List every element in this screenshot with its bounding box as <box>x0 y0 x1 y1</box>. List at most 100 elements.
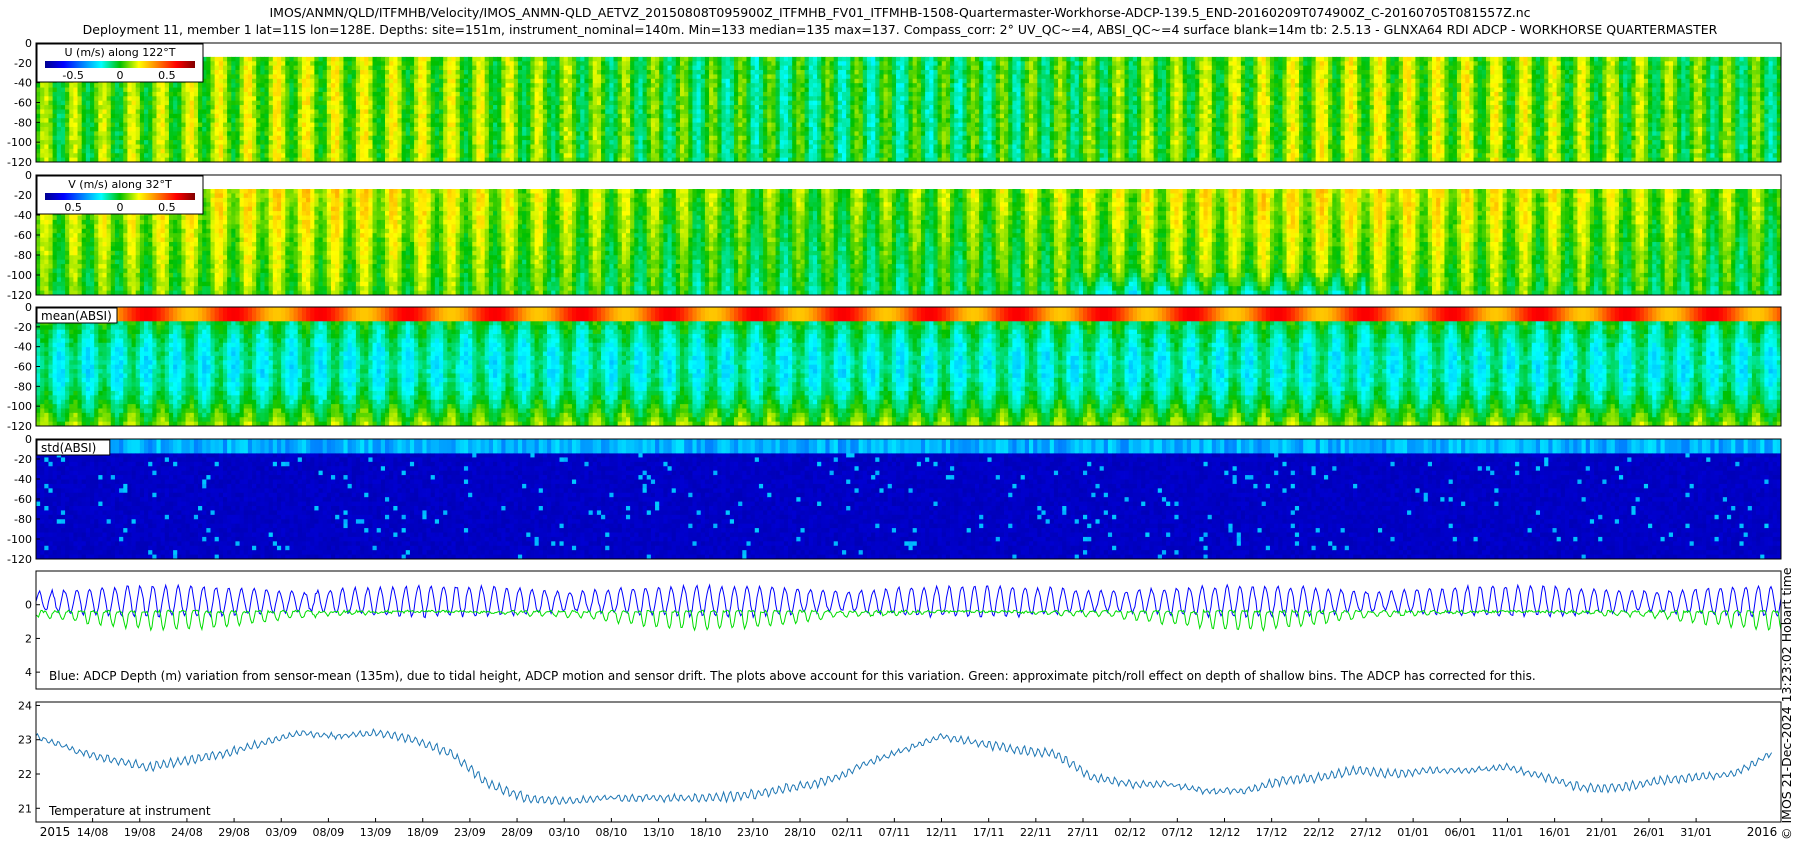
mean_absi-ytick-label: -100 <box>7 400 32 413</box>
x-tick-label: 14/08 <box>77 826 109 839</box>
temperature-frame <box>35 701 1782 823</box>
mean_absi-label-box: mean(ABSI) <box>36 307 118 324</box>
depth-ytick-label: 2 <box>25 632 32 645</box>
std_absi-label-box: std(ABSI) <box>36 439 111 456</box>
x-tick-label: 22/12 <box>1303 826 1335 839</box>
std_absi-ytick-label: -40 <box>14 473 32 486</box>
std_absi-ytick-label: -120 <box>7 553 32 566</box>
x-tick-label: 27/12 <box>1350 826 1382 839</box>
x-tick-label: 22/11 <box>1020 826 1052 839</box>
x-tick-label: 11/01 <box>1492 826 1524 839</box>
x-tick-label: 28/10 <box>784 826 816 839</box>
depth-series-blue <box>35 583 1782 619</box>
temperature-annotation: Temperature at instrument <box>48 804 211 818</box>
x-tick-label: 28/09 <box>501 826 533 839</box>
u-colorbar-tick: -0.5 <box>62 69 83 82</box>
u-label-box: U (m/s) along 122°T -0.5 0 0.5 <box>36 43 204 83</box>
mean_absi-panel-label: mean(ABSI) <box>41 309 112 323</box>
mean_absi-ytick-label: -20 <box>14 321 32 334</box>
v-panel-label: V (m/s) along 32°T <box>68 178 172 191</box>
x-tick-label: 02/11 <box>831 826 863 839</box>
x-tick-label: 21/01 <box>1586 826 1618 839</box>
x-tick-label: 03/10 <box>548 826 580 839</box>
u-colorbar-tick: 0.5 <box>158 69 176 82</box>
mean_absi-heatmap <box>36 307 1782 427</box>
v-colorbar <box>45 193 195 200</box>
v-ytick-label: -120 <box>7 289 32 302</box>
v-ytick-label: 0 <box>25 169 32 182</box>
v-colorbar-tick: 0 <box>117 201 124 214</box>
x-tick-label: 13/10 <box>643 826 675 839</box>
x-year-left: 2015 <box>40 825 71 839</box>
u-ytick-label: -20 <box>14 57 32 70</box>
v-label-box: V (m/s) along 32°T 0.5 0 0.5 <box>36 175 204 215</box>
std_absi-ytick-label: -20 <box>14 453 32 466</box>
x-tick-label: 31/01 <box>1680 826 1712 839</box>
x-tick-label: 17/12 <box>1256 826 1288 839</box>
std_absi-ytick-label: -80 <box>14 513 32 526</box>
mean_absi-ytick-label: -60 <box>14 361 32 374</box>
u-colorbar <box>45 61 195 68</box>
x-tick-label: 08/10 <box>596 826 628 839</box>
mean_absi-ytick-label: 0 <box>25 301 32 314</box>
x-year-right: 2016 <box>1747 825 1778 839</box>
temperature-ytick-label: 21 <box>18 802 32 815</box>
u-ytick-label: 0 <box>25 37 32 50</box>
x-tick-label: 23/09 <box>454 826 486 839</box>
depth-ytick-label: 0 <box>25 599 32 612</box>
u-heatmap <box>36 56 1782 163</box>
u-ytick-label: -120 <box>7 156 32 169</box>
figure-title-line-2: Deployment 11, member 1 lat=11S lon=128E… <box>0 23 1800 37</box>
temperature-ytick-label: 24 <box>18 699 32 712</box>
temperature-series <box>35 727 1773 805</box>
x-tick-label: 08/09 <box>313 826 345 839</box>
depth-annotation: Blue: ADCP Depth (m) variation from sens… <box>49 669 1536 683</box>
x-tick-label: 01/01 <box>1397 826 1429 839</box>
x-tick-label: 23/10 <box>737 826 769 839</box>
figure-title-line-1: IMOS/ANMN/QLD/ITFMHB/Velocity/IMOS_ANMN-… <box>0 6 1800 20</box>
x-tick-label: 03/09 <box>265 826 297 839</box>
v-ytick-label: -60 <box>14 229 32 242</box>
x-tick-label: 16/01 <box>1539 826 1571 839</box>
mean_absi-ytick-label: -120 <box>7 420 32 433</box>
x-tick-label: 24/08 <box>171 826 203 839</box>
x-tick-label: 18/10 <box>690 826 722 839</box>
x-tick-label: 02/12 <box>1114 826 1146 839</box>
depth-ytick-label: 4 <box>25 666 32 679</box>
x-tick-label: 17/11 <box>973 826 1005 839</box>
v-ytick-label: -100 <box>7 269 32 282</box>
u-panel-label: U (m/s) along 122°T <box>65 46 176 59</box>
depth-frame <box>35 570 1782 690</box>
x-tick-label: 06/01 <box>1444 826 1476 839</box>
x-tick-label: 27/11 <box>1067 826 1099 839</box>
depth-series-green <box>35 608 1782 633</box>
side-credit: © IMOS 21-Dec-2024 13:23:02 Hobart time <box>1779 540 1795 840</box>
u-ytick-label: -80 <box>14 116 32 129</box>
x-tick-label: 18/09 <box>407 826 439 839</box>
v-ytick-label: -20 <box>14 189 32 202</box>
v-ytick-label: -80 <box>14 249 32 262</box>
x-tick-label: 13/09 <box>360 826 392 839</box>
mean_absi-ytick-label: -40 <box>14 341 32 354</box>
v-ytick-label: -40 <box>14 209 32 222</box>
shared-time-axis: 14/08 19/08 24/08 29/08 03/09 08/09 13/09 18/09… <box>40 818 1778 839</box>
x-tick-label: 07/12 <box>1161 826 1193 839</box>
std_absi-ytick-label: 0 <box>25 433 32 446</box>
x-tick-label: 07/11 <box>878 826 910 839</box>
x-tick-label: 12/11 <box>926 826 958 839</box>
temperature-ytick-label: 22 <box>18 768 32 781</box>
std_absi-heatmap <box>36 439 1782 560</box>
mean_absi-ytick-label: -80 <box>14 380 32 393</box>
u-ytick-label: -60 <box>14 97 32 110</box>
v-heatmap <box>36 189 1782 296</box>
x-tick-label: 26/01 <box>1633 826 1665 839</box>
u-colorbar-tick: 0 <box>117 69 124 82</box>
std_absi-panel-label: std(ABSI) <box>41 441 96 455</box>
std_absi-ytick-label: -100 <box>7 533 32 546</box>
x-tick-label: 29/08 <box>218 826 250 839</box>
v-colorbar-tick: 0.5 <box>158 201 176 214</box>
u-ytick-label: -100 <box>7 136 32 149</box>
u-ytick-label: -40 <box>14 77 32 90</box>
temperature-ytick-label: 23 <box>18 734 32 747</box>
